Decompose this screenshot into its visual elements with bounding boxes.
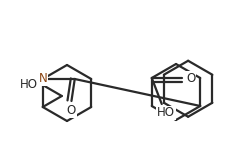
Text: HO: HO xyxy=(157,106,175,120)
Text: N: N xyxy=(38,73,47,86)
Text: O: O xyxy=(186,71,195,84)
Text: O: O xyxy=(67,104,76,117)
Text: HO: HO xyxy=(20,78,38,91)
